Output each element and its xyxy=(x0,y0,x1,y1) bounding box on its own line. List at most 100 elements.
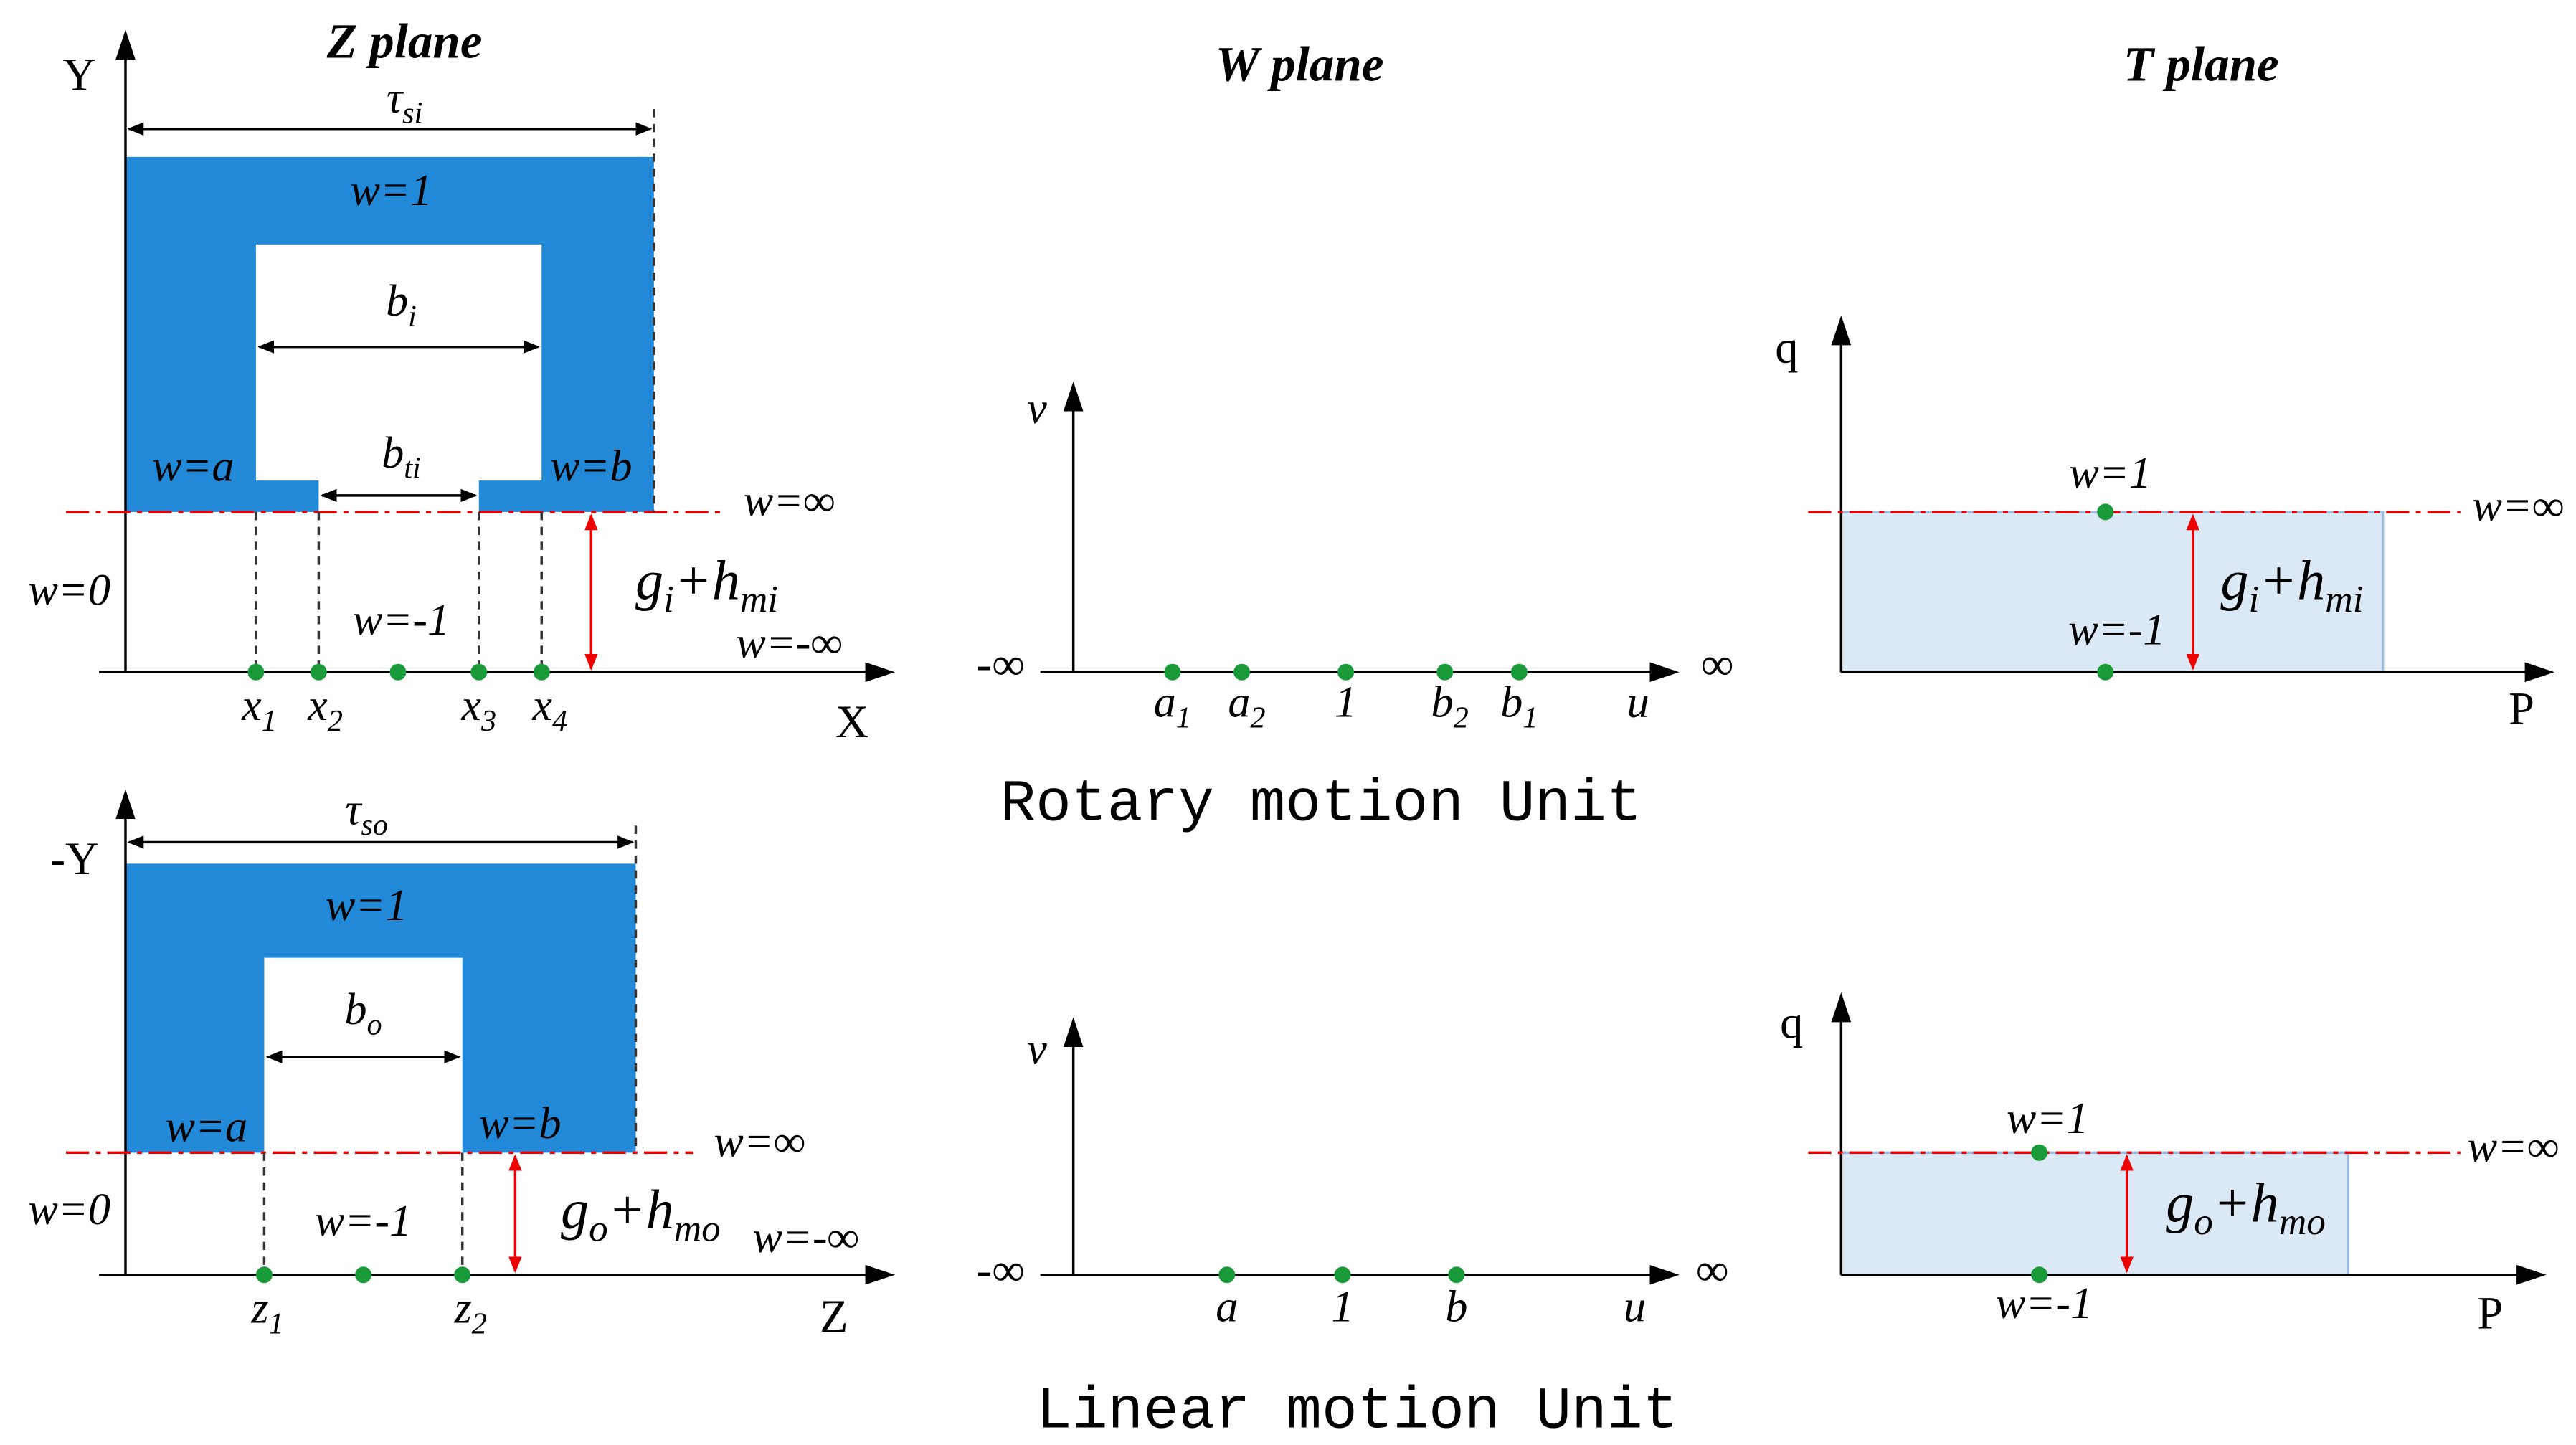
subscript: mo xyxy=(674,1208,721,1250)
core-shape xyxy=(125,156,654,512)
label: gi+hmi xyxy=(635,549,778,621)
label-part: 1 xyxy=(1331,1283,1353,1332)
label-part: g xyxy=(635,549,663,612)
subscript: 2 xyxy=(328,704,343,738)
label: w=-∞ xyxy=(736,619,842,668)
subscript: o xyxy=(2194,1200,2213,1243)
label-part: a xyxy=(1216,1283,1238,1332)
label: bti xyxy=(382,429,421,485)
label: w=1 xyxy=(2007,1094,2088,1143)
subscript: 1 xyxy=(269,1307,284,1340)
label-part: b xyxy=(1431,678,1454,727)
label-part: x xyxy=(307,681,328,730)
label-part: g xyxy=(2166,1172,2194,1234)
label: x4 xyxy=(531,681,567,737)
label: a xyxy=(1216,1283,1238,1332)
label: a1 xyxy=(1154,678,1191,734)
subscript: 2 xyxy=(472,1307,487,1340)
label: z1 xyxy=(250,1284,283,1340)
caption: Rotary motion Unit xyxy=(1000,770,1642,838)
label: x2 xyxy=(307,681,343,737)
label: q xyxy=(1775,321,1798,372)
subscript: o xyxy=(367,1008,382,1041)
label: x1 xyxy=(241,681,277,737)
subscript: mi xyxy=(740,578,778,620)
label: ∞ xyxy=(1701,638,1734,689)
label: go+hmo xyxy=(2166,1172,2326,1243)
label: w=a xyxy=(166,1103,247,1152)
points xyxy=(1218,1266,1465,1284)
label-part: x xyxy=(460,681,481,730)
label: a2 xyxy=(1228,678,1265,734)
subscript: 1 xyxy=(1523,701,1538,734)
label-part: +h xyxy=(2259,549,2325,612)
label-part: b xyxy=(386,277,408,326)
label: bi xyxy=(386,277,417,333)
label: w=-1 xyxy=(1996,1279,2093,1328)
points xyxy=(247,663,550,681)
label: -∞ xyxy=(977,1245,1025,1296)
caption: Linear motion Unit xyxy=(1036,1378,1678,1445)
label: go+hmo xyxy=(561,1178,721,1250)
label: X xyxy=(835,696,869,747)
label: b2 xyxy=(1431,678,1469,734)
label: v xyxy=(1027,384,1047,433)
label-part: τ xyxy=(345,786,363,835)
subscript: so xyxy=(361,808,388,842)
label: w=a xyxy=(152,442,234,491)
label: P xyxy=(2477,1287,2503,1338)
subscript: 2 xyxy=(1250,701,1265,734)
core-shape xyxy=(125,863,636,1153)
subscript: mi xyxy=(2325,578,2363,620)
label-part: x xyxy=(531,681,552,730)
subscript: i xyxy=(408,299,417,333)
label: 1 xyxy=(1331,1283,1353,1332)
label-part: a xyxy=(1154,678,1176,727)
label: w=-1 xyxy=(353,596,450,645)
guides xyxy=(255,109,655,673)
label-part: +h xyxy=(608,1178,674,1241)
label: P xyxy=(2509,683,2534,734)
guides xyxy=(262,825,638,1275)
label: w=1 xyxy=(326,881,407,930)
shapes xyxy=(66,29,2555,1285)
labels: Z plane W plane T plane Rotary motion Unit L… xyxy=(28,13,2564,1445)
label-part: +h xyxy=(674,549,740,612)
label: w=∞ xyxy=(714,1117,805,1166)
region xyxy=(1839,1151,2349,1276)
label: w=-1 xyxy=(315,1197,412,1246)
label: w=0 xyxy=(28,566,110,615)
plane-title: W plane xyxy=(1216,37,1384,92)
subscript: mo xyxy=(2279,1200,2326,1243)
plane-title: Z plane xyxy=(326,13,483,68)
subscript: 1 xyxy=(1176,701,1191,734)
label-part: τ xyxy=(387,74,404,123)
label-part: z xyxy=(250,1284,268,1333)
label: -∞ xyxy=(977,638,1025,689)
label: x3 xyxy=(460,681,496,737)
plane-title: T plane xyxy=(2123,37,2279,92)
label: w=∞ xyxy=(2473,482,2565,531)
label: w=1 xyxy=(350,166,432,215)
label: gi+hmi xyxy=(2220,549,2363,621)
subscript: si xyxy=(402,96,422,130)
subscript: i xyxy=(663,578,674,620)
label-part: b xyxy=(344,985,366,1034)
label: w=b xyxy=(479,1099,561,1148)
label: b1 xyxy=(1500,678,1538,734)
label: τsi xyxy=(387,74,422,130)
points xyxy=(1164,663,1528,681)
subscript: ti xyxy=(404,451,420,485)
label: bo xyxy=(344,985,382,1041)
points xyxy=(2031,1144,2048,1284)
subscript: i xyxy=(2249,578,2260,620)
label: u xyxy=(1624,1283,1646,1332)
region xyxy=(1839,511,2385,673)
label: -Y xyxy=(50,833,99,884)
label-part: b xyxy=(1445,1283,1467,1332)
label: w=-1 xyxy=(2068,606,2165,655)
label-part: z xyxy=(454,1284,472,1333)
